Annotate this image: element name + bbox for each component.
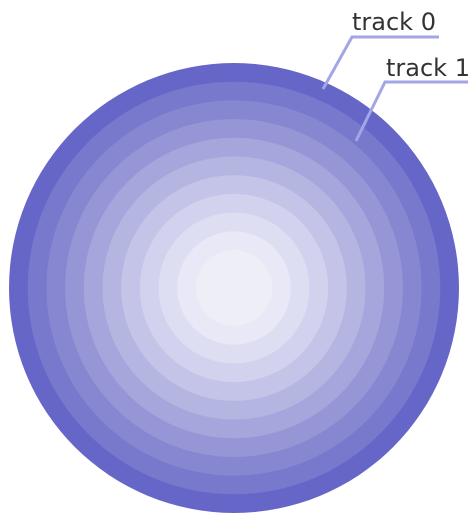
track-1-leader-line (354, 80, 468, 142)
track-0-label: track 0 (352, 8, 436, 36)
track-0-leader-line (321, 35, 439, 90)
track-ring-10 (196, 250, 272, 326)
track-1-label: track 1 (386, 54, 470, 82)
disk-tracks (9, 63, 459, 513)
